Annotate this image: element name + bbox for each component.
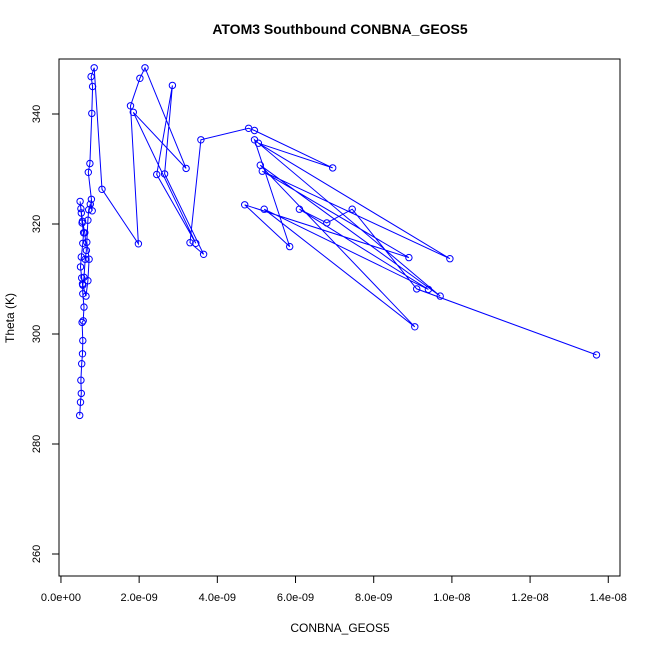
data-point [83, 238, 91, 246]
data-point [411, 323, 419, 331]
data-point [250, 136, 259, 144]
data-point [126, 102, 135, 110]
data-point [413, 285, 421, 293]
x-axis-label: CONBNA_GEOS5 [290, 621, 390, 635]
data-point [186, 239, 194, 247]
data-point [77, 204, 85, 213]
data-point [84, 277, 92, 285]
x-tick-label: 1.4e-08 [590, 592, 627, 604]
x-tick-label: 4.0e-09 [199, 592, 236, 604]
data-point [323, 219, 331, 227]
data-point [348, 205, 356, 213]
series-line [79, 66, 597, 416]
data-point [90, 64, 98, 72]
data-point [87, 195, 96, 204]
data-point [85, 206, 93, 214]
x-tick-label: 1.2e-08 [511, 592, 548, 604]
data-point [84, 168, 93, 177]
data-point [141, 64, 149, 72]
data-point [82, 292, 90, 300]
data-point [241, 201, 249, 209]
data-point [98, 185, 106, 194]
data-point [82, 246, 91, 255]
y-axis: 260 280 300 320 340 [31, 105, 59, 563]
data-point [192, 239, 200, 248]
data-point [286, 242, 294, 251]
data-point [78, 360, 86, 368]
x-tick-label: 6.0e-09 [277, 592, 314, 604]
data-point [88, 207, 96, 215]
x-tick-label: 2.0e-09 [120, 592, 157, 604]
data-point [129, 108, 138, 117]
data-point [79, 239, 87, 248]
data-point [77, 253, 86, 261]
x-tick-label: 8.0e-09 [355, 592, 392, 604]
x-tick-label: 0.0e+00 [41, 592, 81, 604]
x-axis: 0.0e+00 2.0e-09 4.0e-09 6.0e-09 8.0e-09 1.0e-… [41, 576, 627, 604]
data-point [182, 164, 190, 173]
data-point [160, 170, 169, 178]
data-point [85, 255, 93, 263]
data-point [405, 253, 413, 262]
data-point [77, 209, 86, 217]
data-point [88, 82, 97, 91]
y-tick-label: 320 [31, 215, 43, 233]
data-point [592, 351, 601, 359]
y-tick-label: 300 [31, 325, 43, 343]
data-point [76, 398, 85, 406]
x-tick-label: 1.0e-08 [433, 592, 470, 604]
data-point [260, 205, 268, 213]
data-point [77, 376, 85, 384]
data-point [78, 350, 87, 358]
data-point [436, 292, 444, 300]
data-point [79, 281, 87, 289]
chart-title: ATOM3 Southbound CONBNA_GEOS5 [212, 21, 468, 37]
data-point [76, 197, 84, 206]
data-point [295, 205, 304, 213]
data-point [79, 317, 87, 325]
data-point [199, 250, 208, 259]
data-point [87, 72, 95, 81]
y-tick-label: 280 [31, 435, 43, 453]
data-point [81, 255, 89, 263]
data-point [86, 200, 95, 208]
data-point [168, 81, 177, 90]
data-point [78, 318, 86, 327]
y-tick-label: 260 [31, 545, 43, 563]
data-point [84, 216, 92, 224]
data-point [136, 74, 144, 83]
data-point [424, 285, 433, 294]
y-tick-label: 340 [31, 105, 43, 123]
data-series [76, 64, 601, 420]
data-point [197, 136, 205, 144]
data-point [77, 389, 86, 398]
data-point [76, 263, 85, 271]
data-point [88, 109, 96, 118]
plot-frame [58, 58, 621, 577]
data-point [78, 217, 87, 226]
data-point [76, 411, 84, 420]
y-axis-label: Theta (K) [3, 293, 17, 343]
data-point [446, 255, 454, 263]
data-point [79, 336, 87, 345]
data-point [153, 170, 161, 179]
data-point [329, 164, 337, 172]
data-point [80, 303, 88, 311]
data-point [134, 240, 143, 248]
data-point [250, 126, 259, 135]
data-point [256, 161, 264, 169]
data-point [86, 159, 94, 168]
data-point [81, 229, 89, 237]
